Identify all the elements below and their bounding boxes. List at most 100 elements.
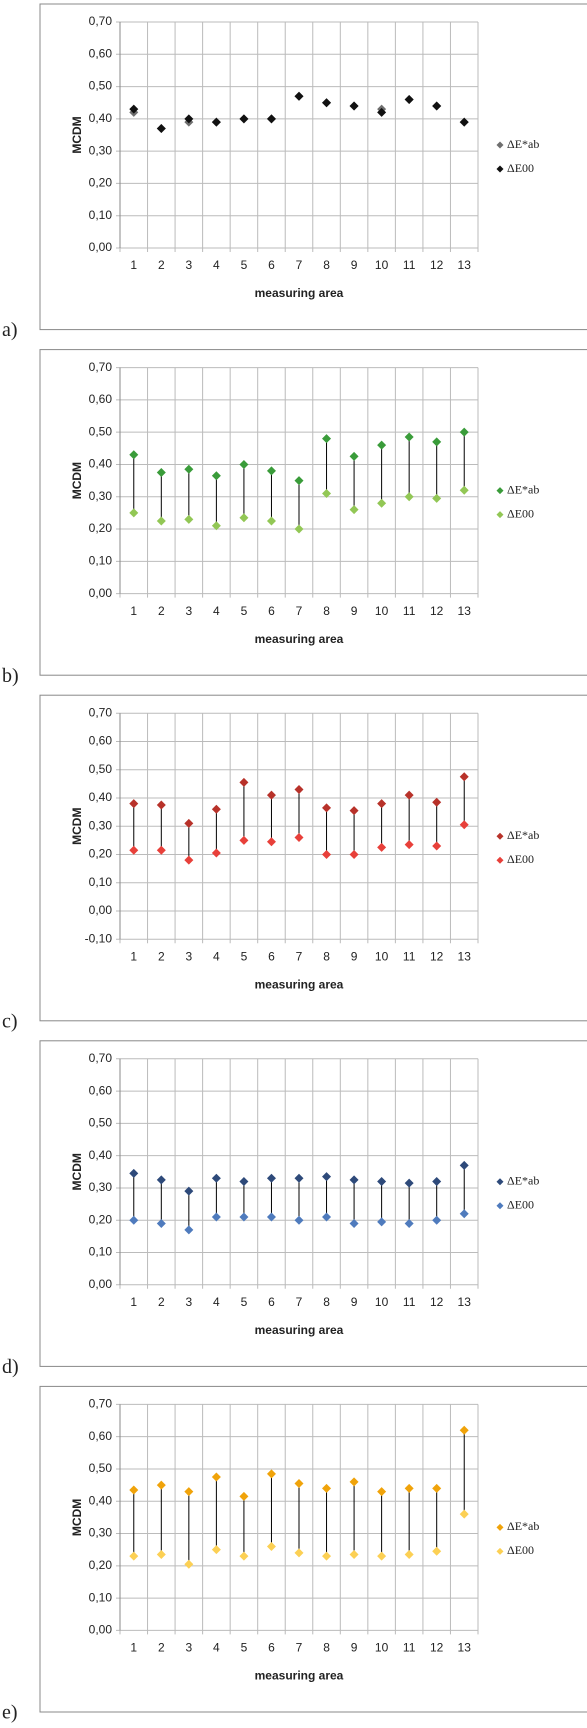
point — [211, 1545, 221, 1555]
y-tick-label: 0,10 — [89, 208, 113, 222]
panel-label: d) — [2, 1356, 19, 1378]
point — [129, 845, 139, 855]
point — [129, 508, 139, 518]
x-tick-label: 5 — [241, 258, 248, 272]
y-tick-label: 0,50 — [89, 79, 113, 93]
point — [239, 513, 249, 523]
point — [322, 1172, 332, 1182]
y-tick-label: 0,70 — [89, 1051, 113, 1065]
x-tick-label: 8 — [323, 1295, 330, 1309]
point — [377, 842, 387, 852]
y-tick-label: 0,40 — [89, 457, 113, 471]
point — [266, 114, 276, 124]
y-tick-label: 0,20 — [89, 1558, 113, 1572]
x-tick-label: 9 — [351, 1641, 358, 1655]
y-tick-label: 0,10 — [89, 1590, 113, 1604]
legend-label: ΔE00 — [507, 1198, 534, 1212]
point — [266, 466, 276, 476]
x-tick-label: 1 — [130, 258, 137, 272]
x-tick-label: 6 — [268, 949, 275, 963]
point — [404, 1178, 414, 1188]
y-tick-label: 0,40 — [89, 1148, 113, 1162]
y-axis-title: MCDM — [70, 808, 84, 845]
y-tick-label: 0,20 — [89, 176, 113, 190]
y-axis-title: MCDM — [70, 462, 84, 499]
point — [211, 1472, 221, 1482]
x-tick-label: 7 — [296, 1641, 303, 1655]
point — [184, 1487, 194, 1497]
point — [211, 471, 221, 481]
y-tick-label: 0,40 — [89, 1493, 113, 1507]
x-tick-label: 10 — [375, 258, 389, 272]
y-tick-label: 0,20 — [89, 521, 113, 535]
point — [211, 848, 221, 858]
point — [294, 833, 304, 842]
panel-frame — [39, 694, 587, 1022]
point — [294, 784, 304, 794]
point — [211, 117, 221, 127]
point — [377, 1551, 387, 1561]
point — [432, 841, 442, 851]
point — [266, 1212, 276, 1222]
panel-label: c) — [2, 1010, 18, 1032]
legend-marker — [496, 141, 504, 149]
point — [129, 799, 139, 809]
point — [239, 1176, 249, 1186]
point — [349, 1175, 359, 1185]
y-tick-label: 0,70 — [89, 1397, 113, 1411]
point — [322, 1212, 332, 1222]
y-tick-label: 0,00 — [89, 1277, 113, 1291]
legend-label: ΔE00 — [507, 1543, 534, 1557]
x-tick-label: 10 — [375, 1295, 389, 1309]
legend-label: ΔE*ab — [507, 828, 539, 842]
x-tick-label: 9 — [351, 258, 358, 272]
y-tick-label: 0,60 — [89, 46, 113, 60]
y-tick-label: 0,30 — [89, 489, 113, 503]
x-tick-label: 13 — [458, 949, 472, 963]
x-tick-label: 1 — [130, 1641, 137, 1655]
y-tick-label: 0,00 — [89, 240, 113, 254]
point — [294, 1548, 304, 1558]
x-tick-label: 5 — [241, 1295, 248, 1309]
panel-label: a) — [2, 319, 18, 341]
point — [432, 1176, 442, 1186]
y-tick-label: 0,00 — [89, 586, 113, 600]
x-axis-title: measuring area — [255, 977, 344, 991]
x-tick-label: 5 — [241, 604, 248, 618]
x-tick-label: 3 — [186, 949, 193, 963]
point — [459, 117, 469, 127]
point — [459, 772, 469, 782]
point — [239, 835, 249, 845]
x-tick-label: 9 — [351, 604, 358, 618]
legend-marker — [496, 1178, 504, 1186]
x-axis-title: measuring area — [255, 1323, 344, 1337]
point — [294, 1173, 304, 1183]
y-tick-label: 0,60 — [89, 734, 113, 748]
x-tick-label: 3 — [186, 1641, 193, 1655]
panel-frame — [39, 1385, 587, 1713]
x-tick-label: 12 — [430, 1641, 444, 1655]
point — [459, 820, 469, 830]
point — [377, 1217, 387, 1227]
point — [184, 514, 194, 524]
point — [156, 1218, 166, 1228]
point — [266, 1173, 276, 1183]
point — [377, 107, 387, 117]
x-tick-label: 9 — [351, 949, 358, 963]
point — [322, 1551, 332, 1561]
point — [184, 1225, 194, 1235]
legend-label: ΔE*ab — [507, 1174, 539, 1188]
x-tick-label: 10 — [375, 604, 389, 618]
point — [184, 464, 194, 474]
x-tick-label: 8 — [323, 949, 330, 963]
point — [184, 1186, 194, 1196]
y-tick-label: 0,50 — [89, 1461, 113, 1475]
legend-marker — [496, 1523, 504, 1531]
y-tick-label: 0,50 — [89, 762, 113, 776]
x-tick-label: 1 — [130, 1295, 137, 1309]
point — [294, 91, 304, 101]
x-axis-title: measuring area — [255, 286, 344, 300]
x-tick-label: 2 — [158, 258, 165, 272]
point — [156, 1480, 166, 1490]
point — [377, 799, 387, 809]
